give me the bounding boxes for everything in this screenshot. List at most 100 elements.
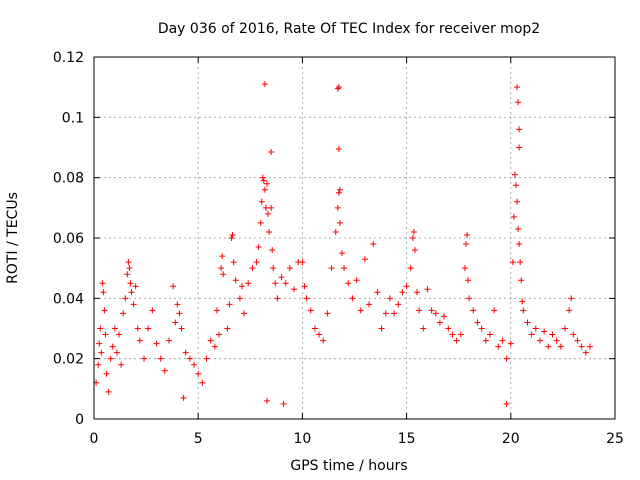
y-tick-label: 0.02 — [53, 352, 84, 368]
data-point — [574, 337, 581, 344]
data-point — [449, 331, 456, 338]
data-point — [262, 204, 269, 211]
data-point — [517, 259, 524, 266]
data-point — [122, 295, 129, 302]
data-point — [141, 355, 148, 362]
data-point — [499, 337, 506, 344]
data-point — [410, 228, 417, 235]
data-point — [428, 307, 435, 314]
data-point — [353, 277, 360, 284]
data-point — [213, 307, 220, 314]
data-point — [174, 301, 181, 308]
data-point — [228, 235, 235, 241]
data-point — [511, 171, 518, 178]
data-point — [349, 295, 356, 302]
x-tick-label: 25 — [606, 431, 624, 447]
data-point — [345, 280, 352, 287]
data-point — [561, 325, 568, 332]
data-point — [303, 295, 310, 302]
data-point — [541, 328, 548, 335]
data-point — [532, 325, 539, 332]
y-tick-label: 0.1 — [62, 110, 84, 126]
data-point — [178, 325, 185, 332]
data-points — [93, 81, 593, 407]
data-point — [180, 394, 187, 401]
data-point — [132, 283, 139, 290]
data-point — [127, 280, 134, 287]
data-point — [301, 283, 308, 290]
data-point — [466, 295, 473, 302]
data-point — [495, 343, 502, 350]
data-point — [465, 277, 472, 284]
data-point — [470, 307, 477, 314]
data-point — [219, 253, 226, 260]
data-point — [145, 325, 152, 332]
data-point — [172, 319, 179, 326]
data-point — [230, 259, 237, 266]
data-point — [128, 289, 135, 296]
data-point — [265, 210, 272, 217]
data-point — [263, 397, 270, 404]
data-point — [486, 331, 493, 338]
data-point — [464, 231, 471, 238]
data-point — [113, 349, 120, 356]
x-axis-label: GPS time / hours — [290, 458, 407, 474]
x-tick-labels: 0 5 10 15 20 25 — [90, 431, 624, 447]
data-point — [125, 259, 132, 266]
data-point — [461, 265, 468, 272]
data-point — [186, 355, 193, 362]
data-point — [482, 337, 489, 344]
data-point — [478, 325, 485, 332]
data-point — [516, 144, 523, 151]
data-point — [136, 337, 143, 344]
y-axis-label: ROTI / TECUs — [5, 192, 21, 284]
x-tick-label: 0 — [90, 431, 99, 447]
data-point — [516, 241, 523, 248]
data-point — [514, 84, 521, 91]
data-point — [403, 283, 410, 290]
data-point — [96, 340, 103, 347]
data-point — [324, 310, 331, 317]
data-point — [161, 367, 168, 374]
data-point — [457, 331, 464, 338]
data-point — [134, 325, 141, 332]
data-point — [149, 307, 156, 314]
data-point — [503, 400, 510, 407]
data-point — [176, 310, 183, 317]
data-point — [270, 265, 277, 272]
data-point — [232, 277, 239, 284]
data-point — [462, 241, 469, 248]
data-point — [518, 277, 525, 284]
data-point — [124, 271, 131, 278]
data-point — [416, 307, 423, 314]
data-point — [170, 283, 177, 290]
data-point — [153, 340, 160, 347]
data-point — [253, 259, 260, 266]
data-point — [101, 307, 108, 314]
data-point — [382, 310, 389, 317]
data-point — [335, 189, 342, 196]
data-point — [445, 325, 452, 332]
chart-title: Day 036 of 2016, Rate Of TEC Index for r… — [158, 21, 540, 37]
data-point — [570, 331, 577, 338]
data-point — [336, 186, 343, 193]
data-point — [515, 225, 522, 232]
data-point — [258, 198, 265, 205]
x-tick-label: 10 — [293, 431, 311, 447]
data-point — [278, 274, 285, 281]
data-point — [516, 126, 523, 133]
data-point — [241, 310, 248, 317]
data-point — [311, 325, 318, 332]
data-point — [257, 219, 264, 226]
data-point — [545, 343, 552, 350]
data-point — [568, 295, 575, 302]
data-point — [553, 337, 560, 344]
data-point — [378, 325, 385, 332]
data-point — [520, 307, 527, 314]
data-point — [328, 265, 335, 272]
data-point — [216, 331, 223, 338]
data-point — [453, 337, 460, 344]
data-point — [519, 298, 526, 305]
data-point — [107, 355, 114, 362]
